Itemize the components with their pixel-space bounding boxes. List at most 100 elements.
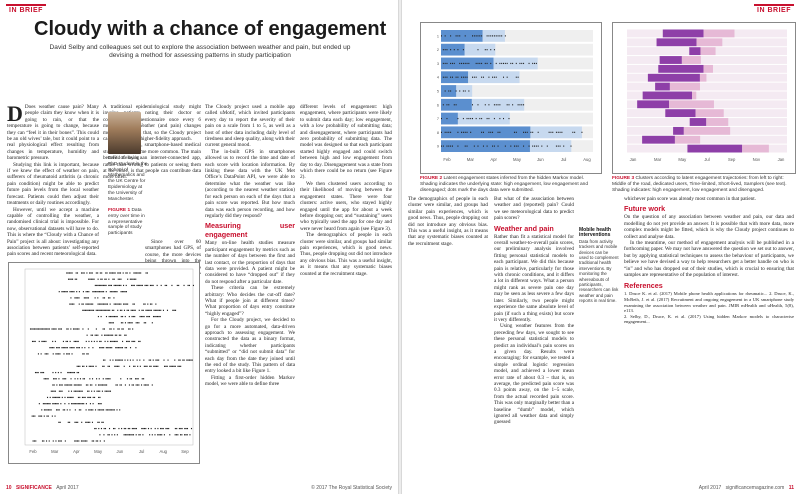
data-entry-mark bbox=[87, 396, 89, 399]
data-entry-mark bbox=[125, 272, 127, 274]
right-page: IN BRIEF 1 2 3 4 5 6 7 8 9 Feb Mar Apr May Jun Jul Aug … bbox=[402, 0, 800, 494]
data-entry-mark bbox=[169, 365, 171, 367]
data-entry-mark bbox=[99, 309, 101, 311]
data-entry-mark bbox=[51, 415, 53, 417]
data-entry-mark bbox=[40, 371, 42, 374]
data-entry-mark bbox=[78, 291, 80, 293]
data-entry-mark bbox=[67, 353, 69, 355]
data-entry-mark bbox=[94, 396, 96, 399]
data-entry-mark bbox=[52, 440, 54, 442]
data-entry-mark bbox=[38, 328, 40, 330]
data-entry-mark bbox=[173, 365, 175, 367]
data-entry-mark bbox=[72, 371, 74, 374]
data-entry-mark bbox=[147, 384, 149, 386]
data-entry-mark bbox=[44, 403, 46, 405]
data-entry-mark bbox=[41, 415, 43, 417]
data-entry-mark bbox=[120, 334, 122, 336]
data-entry-mark bbox=[59, 328, 61, 330]
data-entry-mark bbox=[461, 131, 463, 133]
data-entry-mark bbox=[33, 340, 35, 343]
data-entry-mark bbox=[75, 384, 77, 386]
data-entry-mark bbox=[40, 353, 42, 355]
disengaged-band bbox=[441, 112, 593, 125]
right-body-column-3: whichever pain score was already most co… bbox=[624, 196, 794, 482]
data-entry-mark bbox=[131, 434, 133, 436]
low-engagement-band bbox=[699, 73, 707, 82]
data-entry-mark bbox=[158, 434, 160, 436]
data-entry-mark bbox=[103, 309, 105, 311]
data-entry-mark bbox=[486, 49, 488, 51]
data-entry-mark bbox=[143, 427, 146, 430]
data-entry-mark bbox=[107, 434, 109, 436]
data-entry-mark bbox=[73, 340, 75, 343]
data-entry-mark bbox=[121, 427, 123, 430]
high-engagement-band bbox=[673, 126, 684, 135]
data-entry-mark bbox=[121, 328, 123, 330]
high-engagement-band bbox=[687, 144, 743, 153]
data-entry-mark bbox=[83, 365, 85, 367]
data-entry-mark bbox=[64, 403, 66, 405]
data-entry-mark bbox=[84, 396, 86, 399]
data-entry-mark bbox=[105, 309, 107, 311]
data-entry-mark bbox=[126, 340, 128, 343]
data-entry-mark bbox=[174, 359, 176, 361]
data-entry-mark bbox=[45, 340, 47, 343]
data-entry-mark bbox=[116, 334, 118, 336]
data-entry-mark bbox=[122, 328, 124, 330]
data-entry-mark bbox=[136, 359, 138, 361]
data-entry-mark bbox=[90, 272, 92, 274]
x-tick-label: Jan bbox=[778, 157, 785, 162]
data-entry-mark bbox=[464, 35, 466, 37]
data-entry-mark bbox=[123, 365, 125, 367]
data-entry-mark bbox=[58, 347, 60, 349]
data-entry-mark bbox=[444, 76, 446, 78]
data-entry-mark bbox=[46, 409, 48, 411]
data-entry-mark bbox=[72, 403, 74, 405]
data-entry-mark bbox=[128, 328, 130, 330]
data-entry-mark bbox=[114, 427, 116, 430]
high-engagement-band bbox=[655, 82, 670, 91]
data-entry-mark bbox=[98, 409, 101, 411]
data-entry-mark bbox=[453, 104, 455, 106]
data-entry-mark bbox=[99, 390, 101, 392]
data-entry-mark bbox=[66, 328, 68, 330]
high-engagement-band bbox=[656, 38, 697, 47]
data-entry-mark bbox=[75, 297, 77, 299]
data-entry-mark bbox=[63, 353, 65, 355]
x-tick-label: Mar bbox=[654, 157, 662, 162]
data-entry-mark bbox=[61, 396, 63, 399]
disengaged-band bbox=[441, 43, 593, 56]
data-entry-mark bbox=[488, 104, 490, 106]
data-entry-mark bbox=[521, 104, 523, 106]
data-entry-mark bbox=[92, 291, 94, 293]
data-entry-mark bbox=[108, 365, 110, 367]
data-entry-mark bbox=[69, 291, 71, 293]
data-entry-mark bbox=[112, 334, 114, 336]
data-entry-mark bbox=[146, 309, 148, 311]
data-entry-mark bbox=[442, 145, 444, 147]
data-entry-mark bbox=[104, 359, 106, 361]
data-entry-mark bbox=[117, 278, 119, 280]
participant-label: 8 bbox=[437, 131, 439, 135]
data-entry-mark bbox=[132, 278, 134, 280]
data-entry-mark bbox=[119, 303, 121, 305]
data-entry-mark bbox=[134, 309, 136, 311]
data-entry-mark bbox=[455, 76, 457, 78]
data-entry-mark bbox=[95, 309, 97, 311]
data-entry-mark bbox=[100, 384, 102, 386]
data-entry-mark bbox=[58, 390, 60, 392]
data-entry-mark bbox=[555, 145, 557, 147]
data-entry-mark bbox=[54, 378, 56, 380]
data-entry-mark bbox=[503, 117, 505, 120]
high-engagement-band bbox=[658, 64, 704, 73]
disengaged-band bbox=[627, 82, 787, 91]
page-gutter bbox=[398, 0, 402, 494]
data-entry-mark bbox=[145, 284, 147, 287]
data-entry-mark bbox=[138, 384, 140, 386]
data-entry-mark bbox=[143, 359, 145, 361]
data-entry-mark bbox=[55, 353, 57, 355]
data-entry-mark bbox=[475, 76, 477, 78]
data-entry-mark bbox=[95, 384, 97, 386]
data-entry-mark bbox=[126, 309, 128, 311]
data-entry-mark bbox=[70, 347, 72, 349]
